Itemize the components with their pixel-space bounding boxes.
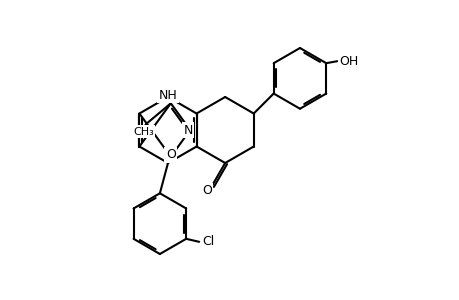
Text: N: N — [183, 124, 192, 136]
Text: NH: NH — [158, 88, 177, 101]
Text: O: O — [202, 184, 212, 197]
Text: O: O — [166, 148, 175, 161]
Text: CH₃: CH₃ — [133, 127, 154, 136]
Text: Cl: Cl — [202, 235, 214, 248]
Text: OH: OH — [339, 55, 358, 68]
